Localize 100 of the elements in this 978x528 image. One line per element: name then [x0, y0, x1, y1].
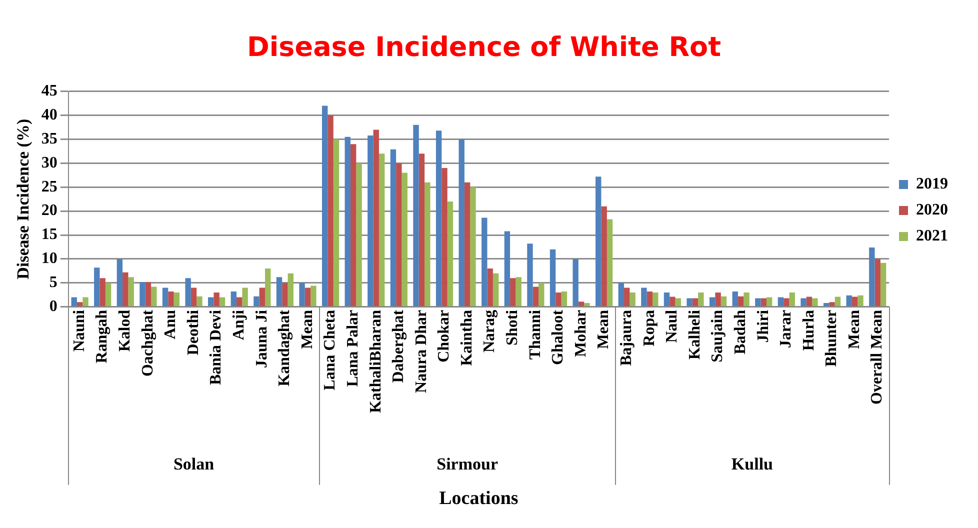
- y-axis-title: Disease Incidence (%): [14, 118, 33, 280]
- bar: [846, 295, 852, 306]
- bar: [71, 297, 77, 306]
- bar: [470, 187, 476, 306]
- bar: [447, 202, 454, 306]
- bar: [282, 282, 288, 306]
- bar: [350, 144, 356, 306]
- x-axis-title: Locations: [439, 488, 518, 509]
- bar: [168, 292, 174, 306]
- bar: [492, 273, 499, 306]
- chart-title: Disease Incidence of White Rot: [247, 32, 722, 64]
- y-tick-label: 20: [41, 202, 58, 220]
- bar: [641, 288, 647, 306]
- x-tick-label: Mean: [298, 310, 316, 349]
- x-tick-label: Mohar: [572, 310, 590, 357]
- bar: [800, 298, 806, 306]
- bar: [487, 268, 493, 306]
- y-tick-label: 0: [49, 298, 58, 316]
- bar: [151, 286, 157, 306]
- x-tick-label: Kalheli: [686, 309, 704, 360]
- bar: [829, 302, 835, 306]
- bar: [692, 298, 698, 306]
- bar: [464, 182, 470, 306]
- bar: [858, 295, 864, 306]
- bar: [596, 176, 602, 306]
- bar: [368, 135, 374, 306]
- bar: [624, 288, 630, 306]
- bar: [174, 292, 180, 306]
- bar: [424, 182, 430, 306]
- bar: [162, 288, 168, 306]
- x-tick-label: Daberghat: [390, 309, 408, 383]
- y-tick-label: 15: [41, 226, 58, 244]
- bar: [606, 219, 613, 306]
- bar: [442, 168, 448, 306]
- bar: [145, 282, 152, 306]
- bar: [333, 139, 340, 306]
- x-tick-label: Chokar: [436, 310, 453, 362]
- bar: [304, 288, 311, 306]
- x-tick-label: Ghaloot: [550, 309, 567, 365]
- bar: [686, 298, 692, 306]
- x-tick-label: Mean: [846, 310, 863, 349]
- bar: [874, 258, 880, 306]
- bar: [760, 298, 766, 306]
- bar: [869, 247, 875, 306]
- x-tick-label: Jauna Ji: [253, 309, 270, 368]
- bar: [214, 292, 220, 306]
- bar: [538, 282, 544, 306]
- bar: [732, 292, 738, 306]
- bar: [880, 262, 886, 306]
- bar: [720, 296, 727, 306]
- x-tick-label: Hurla: [800, 310, 818, 351]
- bar: [259, 288, 265, 306]
- bar: [236, 297, 242, 306]
- legend-label: 2021: [916, 228, 948, 245]
- x-tick-label: Jhiri: [754, 309, 772, 343]
- bar: [738, 296, 744, 306]
- y-tick-label: 25: [41, 178, 58, 196]
- bar: [373, 130, 379, 306]
- x-tick-label: Deothi: [184, 309, 202, 356]
- bar: [82, 297, 88, 306]
- bar: [396, 163, 402, 306]
- legend-label: 2020: [916, 202, 948, 219]
- bar: [618, 282, 624, 306]
- bar: [766, 297, 772, 306]
- bar: [100, 278, 106, 306]
- x-tick-label: Rangah: [94, 310, 111, 364]
- bar: [122, 272, 128, 306]
- y-tick-label: 35: [41, 130, 58, 148]
- x-tick-label: Kaintha: [458, 310, 476, 366]
- bar: [276, 277, 282, 306]
- x-tick-label: Bajaura: [618, 310, 636, 366]
- bar: [418, 154, 425, 306]
- bar: [190, 288, 197, 306]
- x-tick-label: Naura Dhar: [412, 310, 430, 393]
- x-tick-label: Bania Devi: [208, 309, 225, 385]
- bar: [242, 288, 248, 306]
- bar: [254, 296, 260, 306]
- bar: [288, 273, 294, 306]
- x-tick-label: Naul: [664, 309, 681, 343]
- text: Kullu: [731, 454, 774, 474]
- x-tick-label: Thanni: [526, 309, 544, 360]
- bar: [94, 268, 100, 306]
- x-tick-label: Nauni: [70, 309, 88, 352]
- y-tick-label: 30: [41, 154, 58, 172]
- x-tick-label: Oachghat: [139, 309, 156, 377]
- bar: [510, 278, 516, 306]
- bar: [230, 292, 237, 306]
- text: Sirmour: [436, 454, 498, 474]
- bar: [516, 277, 522, 306]
- bar: [709, 297, 716, 306]
- bar: [852, 296, 858, 306]
- x-tick-label: Shoti: [504, 309, 522, 346]
- bar: [299, 282, 305, 306]
- y-tick-label: 45: [41, 82, 58, 100]
- x-tick-label: Mean: [595, 310, 612, 349]
- bar: [436, 130, 442, 306]
- x-tick-label: Saujain: [709, 310, 726, 362]
- bar: [390, 149, 396, 306]
- bar: [789, 292, 795, 306]
- bar: [812, 298, 818, 306]
